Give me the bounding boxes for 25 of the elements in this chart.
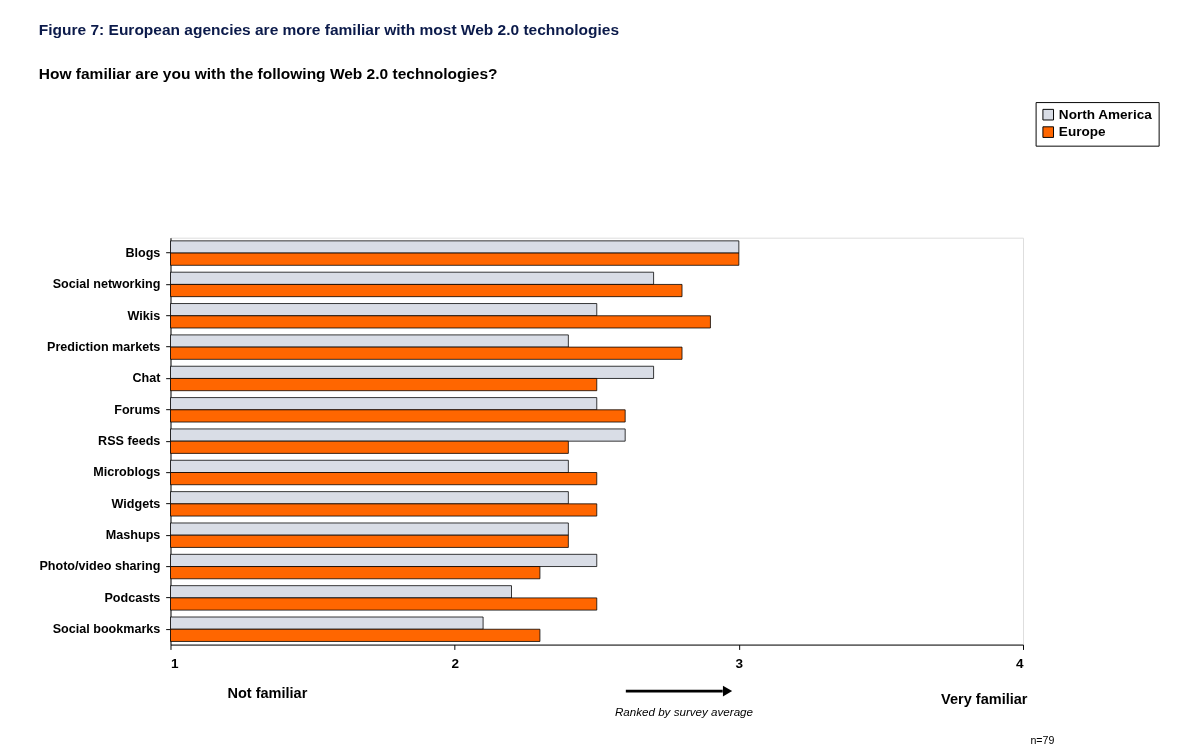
y-tick-label: Social bookmarks [52,622,161,637]
x-tick-label: 1 [170,656,179,672]
x-tick-label: 4 [1015,656,1024,672]
y-tick-label: RSS feeds [98,434,161,449]
y-tick-label: Blogs [125,245,161,260]
x-tick-label: 2 [451,656,459,672]
text: n=79 [1030,734,1055,747]
y-tick-label: Social networking [52,277,161,292]
y-tick-label: Forums [114,402,161,417]
legend-label: Europe [1058,123,1106,139]
chart-subtitle: How familiar are you with the following Web 2.0 technologies? [38,65,498,83]
y-tick-label: Photo/video sharing [39,559,161,574]
text: Not familiar [227,684,308,701]
y-tick-label: Widgets [111,496,161,511]
legend-label: North America [1058,106,1153,122]
x-tick-label: 3 [735,656,744,672]
y-tick-label: Chat [132,371,162,386]
y-tick-label: Mashups [105,528,161,543]
y-tick-label: Podcasts [104,590,161,605]
y-tick-label: Prediction markets [47,339,161,354]
chart-title: Figure 7: European agencies are more familiar with most Web 2.0 technologies [38,20,620,38]
text: Ranked by survey average [614,705,754,719]
y-tick-label: Wikis [127,308,161,323]
y-tick-label: Microblogs [93,465,161,480]
text: Very familiar [941,690,1028,707]
